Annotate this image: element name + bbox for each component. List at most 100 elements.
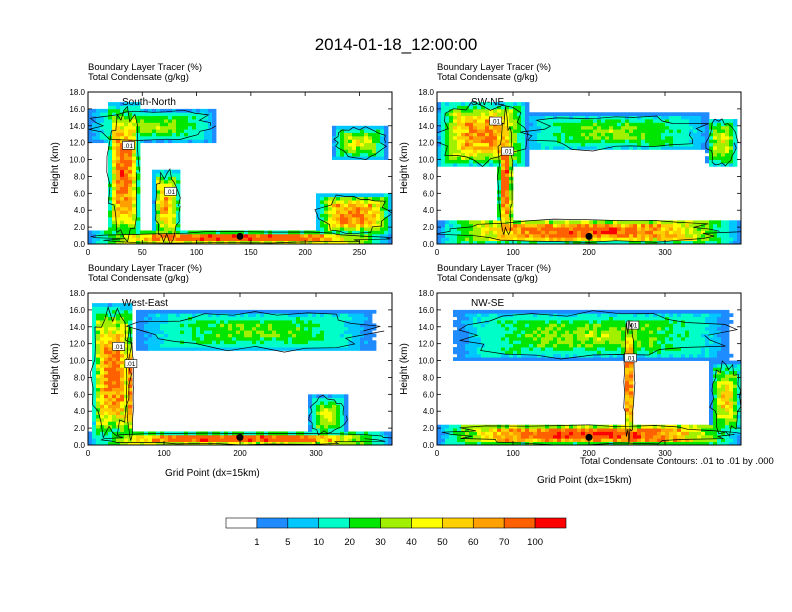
heat-cell <box>176 347 181 351</box>
heat-cell <box>477 333 482 338</box>
heat-cell <box>380 230 385 235</box>
heat-cell <box>577 132 582 137</box>
panels-group: Boundary Layer Tracer (%)Total Condensat… <box>50 62 742 458</box>
heat-cell <box>116 223 121 228</box>
heat-cell <box>533 119 538 123</box>
heat-cell <box>180 237 185 242</box>
heat-cell <box>461 320 466 324</box>
heat-cell <box>649 112 654 117</box>
heat-cell <box>501 173 506 177</box>
heat-cell <box>344 394 349 399</box>
heat-cell <box>88 119 93 123</box>
heat-cell <box>505 183 510 187</box>
heat-cell <box>364 431 369 436</box>
heat-cell <box>364 240 369 244</box>
heat-cell <box>336 223 341 228</box>
heat-cell <box>465 347 470 351</box>
heat-cell <box>697 233 702 238</box>
heat-cell <box>609 119 614 123</box>
heat-cell <box>384 139 389 144</box>
heat-cell <box>340 401 345 405</box>
heat-cell <box>689 146 694 150</box>
heat-cell <box>180 122 185 127</box>
heat-cell <box>92 139 97 144</box>
heat-cell <box>352 340 357 345</box>
heat-cell <box>517 135 522 140</box>
heat-cell <box>128 149 133 154</box>
heat-cell <box>384 156 389 160</box>
heat-cell <box>497 431 502 436</box>
heat-cell <box>276 323 281 328</box>
heat-cell <box>208 336 213 341</box>
heat-cell <box>192 336 197 341</box>
heat-cell <box>88 135 93 140</box>
heat-cell <box>493 343 498 348</box>
heat-cell <box>168 434 173 439</box>
heat-cell <box>304 313 309 318</box>
heat-cell <box>164 119 169 123</box>
heat-cell <box>132 169 137 174</box>
y-tick-label: 12.0 <box>418 139 434 148</box>
heat-cell <box>388 441 392 445</box>
heat-cell <box>557 129 562 133</box>
heat-cell <box>637 122 642 127</box>
heat-cell <box>457 316 462 321</box>
heat-cell <box>200 313 205 318</box>
heat-cell <box>372 340 377 345</box>
heat-cell <box>204 323 209 328</box>
heat-cell <box>505 438 510 443</box>
panel-label: South-North <box>122 97 176 108</box>
heat-cell <box>441 102 446 106</box>
heat-cell <box>112 139 117 144</box>
heat-cell <box>92 108 97 113</box>
heat-cell <box>513 441 518 445</box>
heat-cell <box>324 316 329 321</box>
heat-cell <box>108 394 113 399</box>
heat-cell <box>368 333 373 338</box>
heat-cell <box>509 125 514 130</box>
heat-cell <box>348 320 353 324</box>
heat-cell <box>116 179 121 184</box>
heat-cell <box>276 320 281 324</box>
heat-cell <box>469 119 474 123</box>
heat-cell <box>457 122 462 127</box>
heat-cell <box>164 223 169 228</box>
heat-cell <box>665 146 670 150</box>
heat-cell <box>152 220 157 225</box>
heat-cell <box>128 390 133 395</box>
heat-cell <box>336 206 341 211</box>
heat-cell <box>645 115 650 120</box>
heat-cell <box>505 135 510 140</box>
heat-cell <box>525 122 530 127</box>
heat-cell <box>561 132 566 137</box>
heat-cell <box>737 240 741 244</box>
heat-cell <box>437 428 442 432</box>
heat-cell <box>713 156 718 160</box>
heat-cell <box>380 152 385 157</box>
heat-cell <box>136 132 141 137</box>
heat-cell <box>320 220 325 225</box>
heat-cell <box>493 434 498 439</box>
heat-cell <box>653 237 658 242</box>
heat-cell <box>352 196 357 201</box>
heat-cell <box>485 139 490 144</box>
heat-cell <box>340 397 345 402</box>
heat-cell <box>104 414 109 419</box>
heat-cell <box>268 309 273 314</box>
heat-cell <box>509 323 514 328</box>
heat-cell <box>124 119 129 123</box>
heat-cell <box>449 135 454 140</box>
heat-cell <box>372 196 377 201</box>
heat-cell <box>336 421 341 426</box>
heat-cell <box>437 156 442 160</box>
heat-cell <box>489 431 494 436</box>
heat-cell <box>473 135 478 140</box>
heat-cell <box>601 230 606 235</box>
heat-cell <box>276 441 281 445</box>
heat-cell <box>364 139 369 144</box>
heat-cell <box>441 434 446 439</box>
heat-cell <box>597 142 602 147</box>
heat-cell <box>100 135 105 140</box>
heat-cell <box>92 316 97 321</box>
heat-cell <box>709 159 714 164</box>
